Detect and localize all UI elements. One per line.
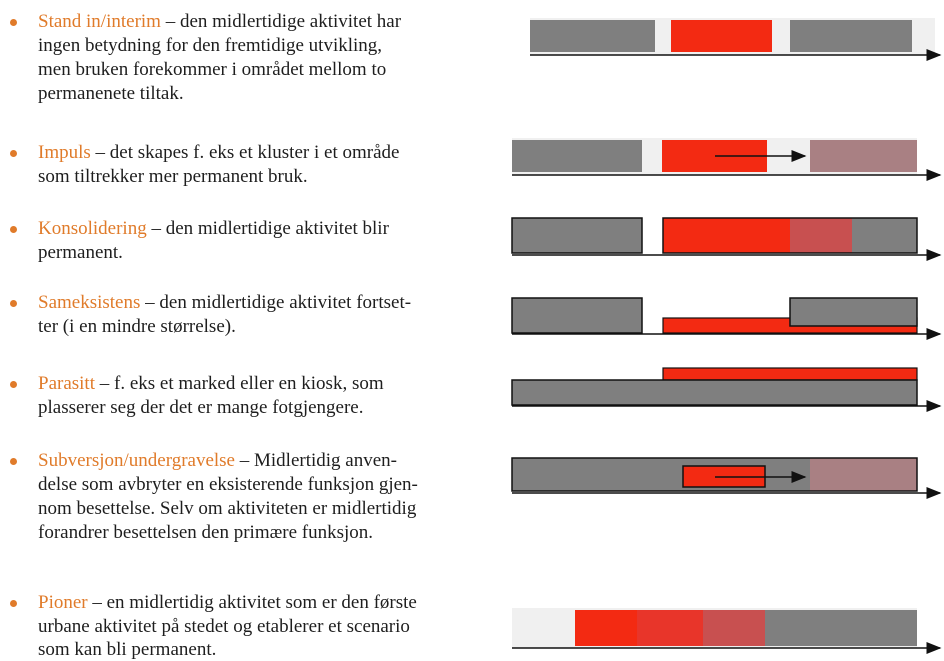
- description: permanent.: [38, 242, 123, 263]
- description: – den midlertidige aktivitet har: [165, 11, 402, 32]
- text-line: Subversjon/undergravelse – Midlertidig a…: [38, 450, 397, 472]
- text-line: ter (i en mindre størrelse).: [38, 316, 236, 338]
- description: som tiltrekker mer permanent bruk.: [38, 166, 308, 187]
- description: – det skapes f. eks et kluster i et områ…: [95, 142, 400, 163]
- diagram-pioner: [512, 608, 942, 654]
- description: ingen betydning for den fremtidige utvik…: [38, 35, 383, 56]
- diagram-impuls: [512, 138, 942, 181]
- diagram-stand-in: [530, 18, 942, 61]
- diagram-parasitt: [511, 367, 942, 412]
- term: Konsolidering: [38, 218, 147, 239]
- description: urbane aktivitet på stedet og etablerer …: [38, 616, 410, 637]
- text-line: Pioner – en midlertidig aktivitet som er…: [38, 592, 417, 614]
- bullet: [10, 600, 17, 607]
- text-line: som tiltrekker mer permanent bruk.: [38, 166, 308, 188]
- description: – den midlertidige aktivitet blir: [151, 218, 389, 239]
- description: permanenete tiltak.: [38, 83, 184, 104]
- text-line: nom besettelse. Selv om aktiviteten er m…: [38, 498, 416, 520]
- description: plasserer seg der det er mange fotgjenge…: [38, 397, 364, 418]
- term: Parasitt: [38, 373, 95, 394]
- text-line: Impuls – det skapes f. eks et kluster i …: [38, 142, 399, 164]
- description: – f. eks et marked eller en kiosk, som: [99, 373, 384, 394]
- text-line: Sameksistens – den midlertidige aktivite…: [38, 292, 411, 314]
- text-line: plasserer seg der det er mange fotgjenge…: [38, 397, 364, 419]
- text-line: Stand in/interim – den midlertidige akti…: [38, 11, 401, 33]
- term: Impuls: [38, 142, 91, 163]
- text-line: urbane aktivitet på stedet og etablerer …: [38, 616, 410, 638]
- diagram-konsolidering: [511, 217, 942, 261]
- bullet: [10, 150, 17, 157]
- description: – Midlertidig anven-: [239, 450, 397, 471]
- diagram-subversjon: [511, 457, 942, 499]
- text-line: som kan bli permanent.: [38, 639, 216, 661]
- term: Subversjon/undergravelse: [38, 450, 235, 471]
- bullet: [10, 458, 17, 465]
- description: delse som avbryter en eksisterende funks…: [38, 474, 418, 495]
- text-line: permanent.: [38, 242, 123, 264]
- bullet: [10, 300, 17, 307]
- description: ter (i en mindre størrelse).: [38, 316, 236, 337]
- text-line: men bruken forekommer i området mellom t…: [38, 59, 386, 81]
- text-line: ingen betydning for den fremtidige utvik…: [38, 35, 382, 57]
- bullet: [10, 19, 17, 26]
- description: nom besettelse. Selv om aktiviteten er m…: [38, 498, 417, 519]
- description: – en midlertidig aktivitet som er den fø…: [92, 592, 417, 613]
- term: Pioner: [38, 592, 88, 613]
- text-line: delse som avbryter en eksisterende funks…: [38, 474, 418, 496]
- text-line: Parasitt – f. eks et marked eller en kio…: [38, 373, 384, 395]
- term: Sameksistens: [38, 292, 141, 313]
- bullet: [10, 226, 17, 233]
- description: som kan bli permanent.: [38, 639, 217, 660]
- bullet: [10, 381, 17, 388]
- description: – den midlertidige aktivitet fortset-: [145, 292, 412, 313]
- text-line: Konsolidering – den midlertidige aktivit…: [38, 218, 389, 240]
- text-line: permanenete tiltak.: [38, 83, 184, 105]
- description: men bruken forekommer i området mellom t…: [38, 59, 387, 80]
- term: Stand in/interim: [38, 11, 161, 32]
- description: forandrer besettelsen den primære funksj…: [38, 522, 374, 543]
- text-line: forandrer besettelsen den primære funksj…: [38, 522, 373, 544]
- diagram-sameksistens: [511, 297, 942, 340]
